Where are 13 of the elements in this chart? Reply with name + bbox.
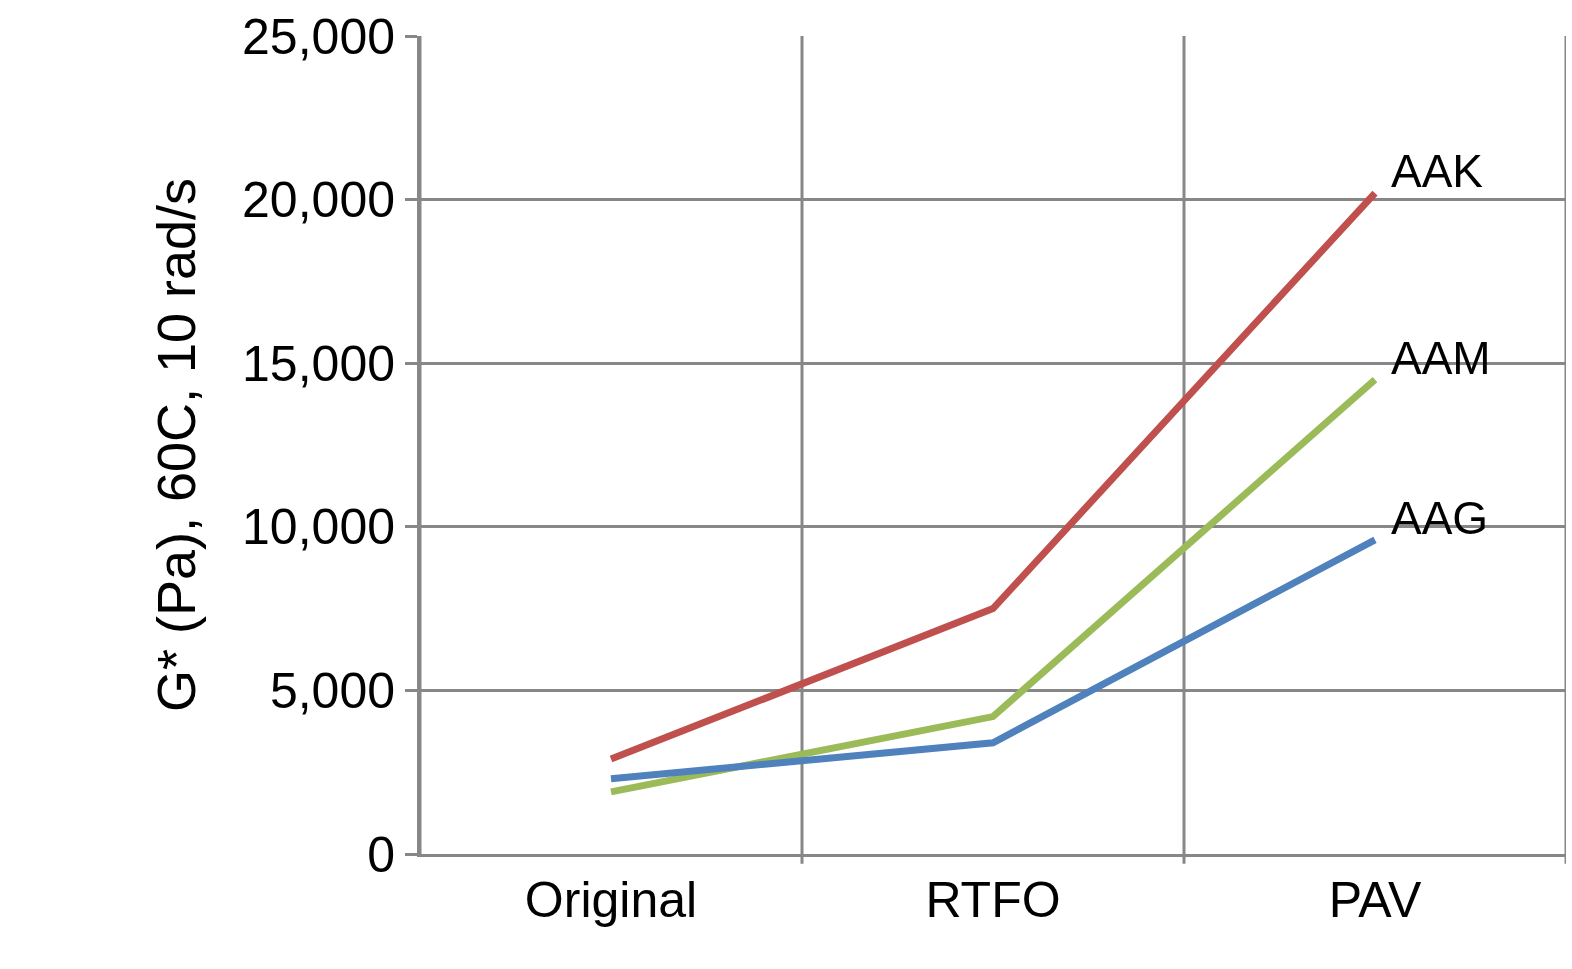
y-tick-label: 10,000: [242, 499, 395, 556]
series-label: AAK: [1391, 145, 1484, 197]
y-tick-label: 25,000: [242, 8, 395, 65]
y-tick-label: 15,000: [242, 335, 395, 392]
y-tick-label: 5,000: [269, 662, 395, 719]
y-tick-label: 0: [367, 826, 395, 883]
series-label: AAG: [1391, 492, 1489, 544]
y-tick-label: 20,000: [242, 172, 395, 229]
y-axis-title: G* (Pa), 60C, 10 rad/s: [145, 177, 206, 713]
x-tick-label: Original: [524, 872, 698, 928]
x-tick-label: PAV: [1328, 872, 1422, 928]
series-label: AAM: [1391, 332, 1491, 384]
x-tick-label: RTFO: [925, 872, 1061, 928]
